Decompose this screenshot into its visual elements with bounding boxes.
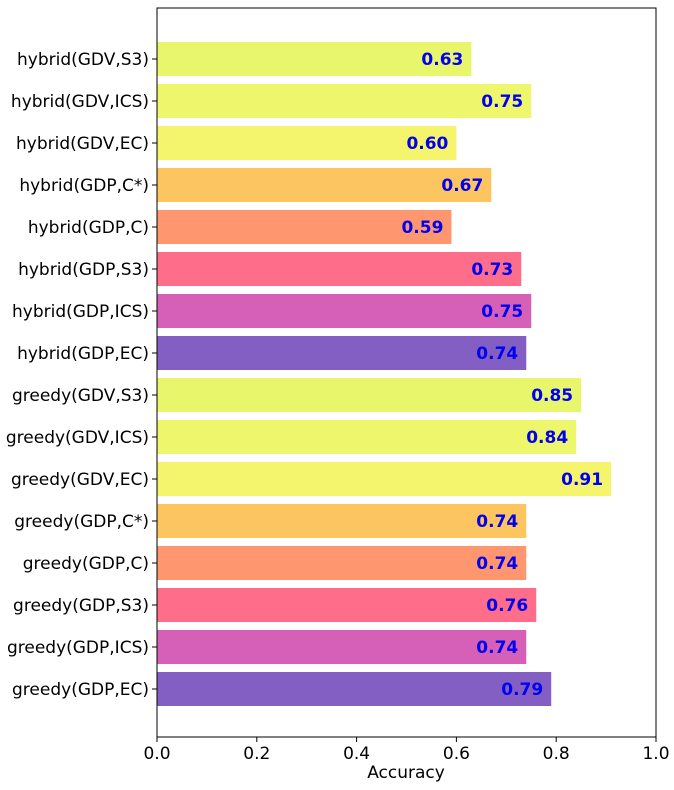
bar xyxy=(157,504,527,538)
x-tick-label: 0.6 xyxy=(443,744,470,764)
bar xyxy=(157,168,492,202)
x-axis-label: Accuracy xyxy=(367,763,445,783)
plot-frame xyxy=(156,7,657,738)
bar xyxy=(157,672,552,706)
value-label: 0.85 xyxy=(531,386,573,406)
bar xyxy=(157,462,612,496)
y-tick-label: hybrid(GDV,ICS) xyxy=(11,92,149,112)
value-label: 0.59 xyxy=(401,218,443,238)
value-label: 0.74 xyxy=(476,554,518,574)
x-tick-label: 1.0 xyxy=(642,744,669,764)
y-tick-label: hybrid(GDP,EC) xyxy=(17,344,149,364)
x-tick-label: 0.2 xyxy=(243,744,270,764)
y-tick-label: hybrid(GDV,EC) xyxy=(16,134,149,154)
value-label: 0.74 xyxy=(476,344,518,364)
value-label: 0.75 xyxy=(481,92,523,112)
value-label: 0.63 xyxy=(421,50,463,70)
bar xyxy=(157,126,457,160)
value-label: 0.73 xyxy=(471,260,513,280)
value-label: 0.60 xyxy=(406,134,448,154)
x-tick-label: 0.8 xyxy=(543,744,570,764)
bar xyxy=(157,336,527,370)
y-tick-label: hybrid(GDP,C) xyxy=(28,218,149,238)
value-label: 0.67 xyxy=(441,176,483,196)
value-label: 0.91 xyxy=(561,470,603,490)
y-tick-label: greedy(GDV,S3) xyxy=(12,386,149,406)
y-tick-label: greedy(GDV,ICS) xyxy=(6,428,149,448)
bar xyxy=(157,294,532,328)
value-label: 0.76 xyxy=(486,596,528,616)
bar xyxy=(157,210,452,244)
value-label: 0.74 xyxy=(476,638,518,658)
x-tick-label: 0.0 xyxy=(143,744,170,764)
bar xyxy=(157,546,527,580)
value-label: 0.75 xyxy=(481,302,523,322)
y-tick-label: greedy(GDP,EC) xyxy=(12,680,149,700)
bar xyxy=(157,42,472,76)
y-tick-label: hybrid(GDP,S3) xyxy=(18,260,149,280)
y-tick-label: greedy(GDV,EC) xyxy=(11,470,149,490)
y-tick-label: greedy(GDP,C) xyxy=(23,554,149,574)
y-tick-label: greedy(GDP,S3) xyxy=(13,596,149,616)
bar xyxy=(157,630,527,664)
bar xyxy=(157,588,537,622)
y-tick-label: hybrid(GDP,ICS) xyxy=(12,302,149,322)
bar xyxy=(157,378,582,412)
value-label: 0.79 xyxy=(501,680,543,700)
y-tick-label: hybrid(GDP,C*) xyxy=(19,176,149,196)
value-label: 0.74 xyxy=(476,512,518,532)
bar xyxy=(157,84,532,118)
y-tick-label: hybrid(GDV,S3) xyxy=(17,50,149,70)
y-tick-label: greedy(GDP,ICS) xyxy=(7,638,149,658)
y-tick-label: greedy(GDP,C*) xyxy=(14,512,149,532)
bar xyxy=(157,420,577,454)
bar xyxy=(157,252,522,286)
value-label: 0.84 xyxy=(526,428,568,448)
x-tick-label: 0.4 xyxy=(343,744,370,764)
